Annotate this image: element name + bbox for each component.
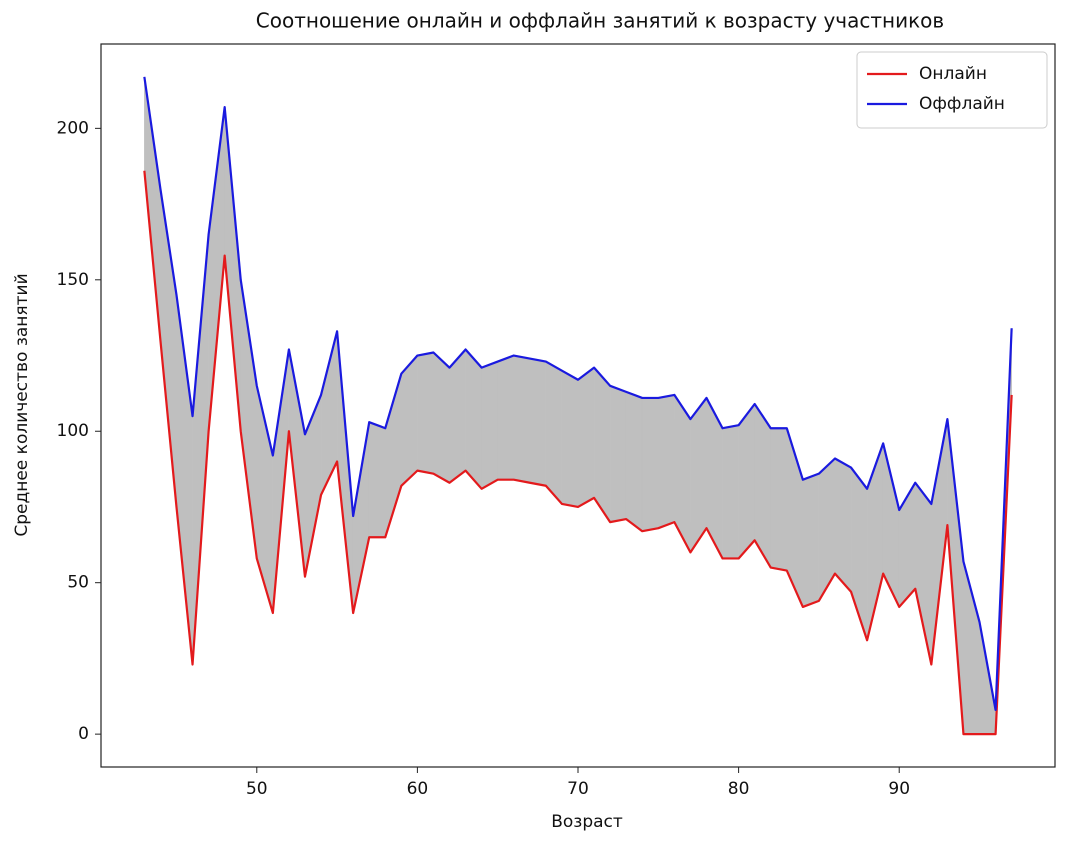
fill-between: [770, 427, 788, 571]
fill-between: [963, 561, 980, 735]
fill-between: [368, 421, 386, 538]
fill-between: [882, 443, 900, 608]
fill-between: [577, 367, 595, 508]
fill-between: [465, 348, 482, 490]
fill-between: [192, 234, 209, 665]
fill-between: [834, 458, 852, 593]
fill-between: [224, 107, 241, 432]
fill-between: [802, 473, 820, 608]
fill-between: [433, 351, 450, 484]
legend-box: [856, 51, 1048, 129]
x-tick-label: 70: [567, 779, 589, 799]
fill-between: [915, 481, 932, 665]
fill-between: [401, 354, 418, 487]
x-tick-label: 90: [888, 779, 910, 799]
x-tick-label: 80: [728, 779, 750, 799]
x-tick-label: 50: [246, 779, 268, 799]
fill-between: [561, 370, 579, 508]
fill-between: [947, 419, 964, 735]
fill-between: [320, 331, 338, 495]
x-tick-label: 60: [407, 779, 429, 799]
fill-between: [336, 331, 354, 614]
fill-between: [352, 422, 370, 614]
fill-between: [738, 403, 755, 560]
fill-between: [481, 361, 498, 490]
fill-between: [144, 76, 161, 341]
fill-between: [513, 355, 531, 484]
x-axis-label: Возраст: [551, 812, 623, 832]
fill-between: [722, 424, 739, 559]
line-series: [143, 76, 1013, 712]
legend-label: Онлайн: [919, 64, 987, 84]
fill-between: [497, 355, 515, 480]
fill-between: [449, 348, 466, 484]
chart-title: Соотношение онлайн и оффлайн занятий к в…: [256, 9, 944, 33]
fill-between: [641, 397, 659, 532]
fill-between: [545, 361, 563, 505]
legend: Онлайн Оффлайн: [856, 51, 1048, 129]
fill-between: [609, 385, 627, 523]
y-tick-label: 0: [78, 724, 89, 744]
fill-between: [898, 481, 916, 608]
fill-between: [304, 394, 322, 577]
y-tick-label: 200: [57, 118, 89, 138]
fill-between: [529, 358, 547, 487]
y-tick-label: 150: [57, 270, 89, 290]
fill-between: [690, 397, 707, 554]
fill-between: [593, 366, 611, 523]
fill-between: [240, 279, 258, 559]
legend-label: Оффлайн: [919, 94, 1005, 114]
fill-between: [417, 352, 434, 474]
fill-between: [208, 107, 225, 432]
y-tick-label: 50: [67, 573, 89, 593]
line-series: [143, 170, 1013, 736]
y-axis-label: Среднее количество занятий: [12, 273, 32, 536]
fill-between: [625, 391, 643, 532]
y-tick-label: 100: [57, 421, 89, 441]
fill-between: [658, 394, 675, 529]
